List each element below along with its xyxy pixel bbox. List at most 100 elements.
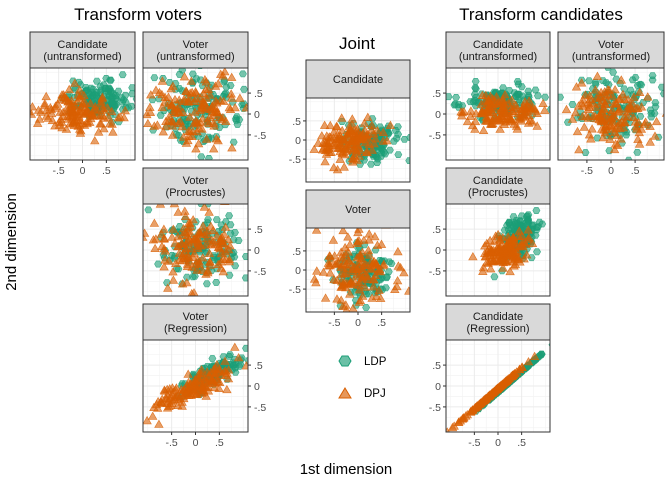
point-dpj [340,144,351,153]
point-dpj [511,121,522,130]
point-dpj [634,127,645,137]
point-dpj [222,384,232,394]
point-dpj [612,140,623,149]
panel-j-cand: Candidate -.5 0 .5 [289,59,411,183]
point-dpj [180,211,191,220]
point-ldp [651,99,660,107]
point-dpj [204,207,214,216]
point-dpj [355,295,366,305]
point-dpj [573,101,584,110]
point-dpj [325,132,336,141]
point-dpj [375,266,386,276]
point-dpj [187,87,197,96]
point-dpj [223,234,234,244]
point-dpj [162,403,173,412]
point-ldp [188,273,197,281]
point-dpj [611,98,622,107]
point-dpj [191,116,201,125]
point-dpj [226,93,237,102]
point-dpj [215,233,226,243]
point-dpj [650,131,660,140]
point-ldp [229,138,238,146]
point-dpj [346,260,357,269]
point-dpj [457,414,468,423]
point-dpj [189,288,199,296]
strip-label-lv-cand-untr: (untransformed) [43,51,121,63]
point-dpj [599,104,610,113]
point-dpj [209,107,220,116]
point-dpj [505,102,515,111]
y-tick-label: .5 [254,360,263,372]
strip-label-lv-vote-reg: Voter [183,311,209,323]
point-dpj [173,207,183,216]
legend: LDP DPJ [338,355,387,400]
point-dpj [524,233,534,242]
point-dpj [195,105,205,114]
point-ldp [377,152,386,160]
point-dpj [590,85,601,94]
point-dpj [312,266,322,275]
point-dpj [183,369,193,378]
point-dpj [349,144,359,153]
point-dpj [143,118,153,127]
point-dpj [241,103,248,112]
points-lv-vote-untr [143,68,248,160]
point-ldp [231,368,240,376]
point-dpj [202,226,212,235]
point-ldp [454,101,463,108]
point-dpj [493,383,503,392]
point-dpj [218,267,229,276]
point-ldp [226,82,235,89]
point-dpj [168,267,178,276]
point-ldp [628,76,637,84]
point-dpj [70,100,81,110]
point-dpj [465,111,476,120]
point-dpj [185,126,195,135]
point-ldp [144,206,153,214]
point-dpj [393,246,403,256]
point-ldp [87,84,96,92]
point-dpj [602,95,612,105]
point-ldp [553,338,560,344]
point-dpj [612,120,623,130]
point-ldp [591,80,600,88]
point-dpj [349,275,359,285]
point-dpj [218,112,228,122]
point-dpj [395,262,406,272]
point-dpj [193,237,203,246]
point-dpj [332,122,342,131]
point-dpj [523,225,533,234]
point-dpj [108,127,118,136]
point-dpj [157,89,167,99]
point-ldp [538,220,547,228]
point-dpj [508,252,519,261]
point-dpj [527,238,538,247]
point-dpj [70,78,80,87]
legend-dpj-icon [338,387,352,399]
point-dpj [220,222,231,231]
point-dpj [538,98,548,107]
point-dpj [341,268,352,278]
point-dpj [173,118,184,127]
point-dpj [530,104,540,113]
point-ldp [622,164,629,170]
point-dpj [372,240,383,249]
point-dpj [233,352,244,362]
point-dpj [529,351,540,361]
point-dpj [338,228,348,235]
point-dpj [359,235,369,244]
point-ldp [558,93,565,101]
point-dpj [198,253,208,262]
point-dpj [220,356,230,365]
point-dpj [41,91,51,101]
point-dpj [367,145,377,154]
point-dpj [185,112,195,121]
point-dpj [369,274,379,284]
point-dpj [218,71,228,80]
title-transform-candidates: Transform candidates [459,5,623,24]
point-dpj [208,144,219,153]
point-dpj [578,95,588,104]
point-dpj [194,368,204,378]
point-dpj [477,90,488,99]
points-j-cand [309,112,410,174]
